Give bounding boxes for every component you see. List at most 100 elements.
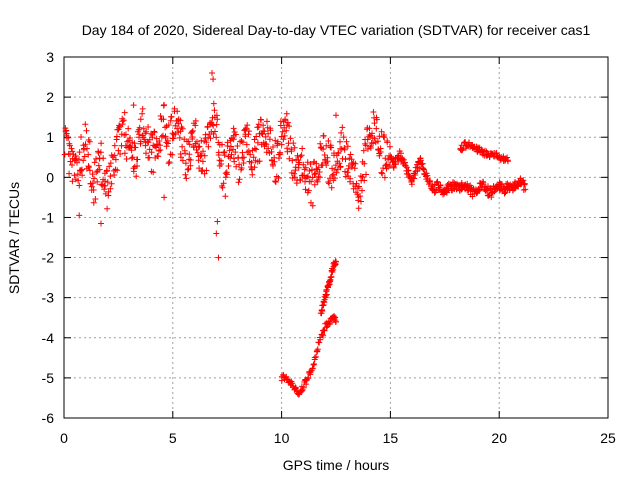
- data-point: [166, 159, 173, 165]
- data-point: [332, 162, 339, 169]
- data-point: [360, 147, 367, 154]
- data-point: [97, 149, 104, 156]
- data-point: [284, 119, 291, 126]
- data-point: [61, 151, 68, 158]
- data-point: [196, 165, 203, 172]
- data-point: [378, 128, 385, 135]
- data-point: [289, 380, 296, 387]
- data-point: [156, 138, 163, 144]
- data-point: [307, 161, 314, 167]
- data-point: [125, 125, 132, 132]
- data-point: [288, 148, 295, 155]
- data-point: [182, 171, 189, 178]
- y-tick-label: -3: [42, 290, 55, 306]
- data-point: [338, 146, 345, 152]
- data-point: [203, 139, 210, 146]
- data-point: [501, 190, 508, 197]
- data-point: [303, 381, 310, 388]
- data-point: [253, 133, 260, 140]
- data-point: [328, 273, 335, 280]
- data-point: [323, 162, 330, 169]
- data-point: [291, 144, 298, 151]
- data-point: [155, 147, 162, 154]
- data-point: [275, 175, 282, 181]
- data-point: [264, 118, 270, 125]
- data-point: [399, 155, 406, 162]
- y-tick-label: -6: [42, 410, 55, 426]
- data-point: [98, 140, 105, 147]
- data-point: [258, 116, 264, 123]
- data-point: [330, 171, 337, 178]
- data-point: [80, 146, 87, 153]
- data-point: [370, 140, 377, 147]
- data-point: [309, 202, 316, 209]
- data-point: [145, 139, 152, 146]
- data-point: [336, 160, 343, 167]
- data-point: [314, 346, 321, 353]
- data-point: [104, 205, 111, 212]
- data-point: [219, 184, 226, 191]
- data-point: [244, 122, 251, 129]
- data-point: [440, 191, 446, 198]
- data-point: [356, 183, 362, 190]
- data-point: [296, 159, 303, 166]
- data-point: [309, 174, 316, 181]
- data-point: [134, 156, 141, 163]
- data-point: [137, 116, 144, 123]
- data-point: [236, 176, 243, 183]
- data-point: [168, 113, 175, 120]
- data-point: [123, 156, 130, 162]
- data-point: [75, 177, 82, 184]
- data-point: [161, 101, 168, 108]
- data-point: [316, 339, 323, 346]
- data-point: [437, 182, 444, 189]
- data-point: [522, 186, 529, 193]
- data-point: [249, 171, 256, 178]
- data-point: [235, 179, 242, 186]
- data-point: [161, 194, 168, 201]
- data-point: [76, 149, 83, 156]
- data-point: [361, 160, 368, 167]
- data-point: [187, 162, 194, 169]
- data-point: [113, 133, 120, 140]
- data-point: [362, 142, 369, 149]
- data-point: [119, 121, 126, 128]
- data-point: [103, 168, 110, 175]
- data-point: [210, 76, 217, 83]
- data-point: [139, 105, 146, 112]
- data-point: [130, 102, 137, 109]
- data-point: [121, 109, 128, 116]
- data-point: [333, 318, 339, 325]
- data-point: [347, 175, 354, 182]
- data-point: [265, 145, 272, 152]
- data-point: [69, 178, 76, 185]
- data-point: [255, 121, 262, 128]
- x-tick-label: 15: [383, 430, 399, 446]
- data-point: [240, 154, 247, 161]
- data-point: [132, 144, 139, 151]
- y-tick-label: 0: [46, 169, 54, 185]
- data-point: [326, 180, 332, 187]
- data-point: [341, 146, 348, 153]
- data-point: [370, 109, 377, 115]
- data-point: [194, 149, 201, 156]
- data-point: [321, 327, 328, 334]
- data-point: [265, 130, 272, 137]
- data-point: [248, 159, 255, 166]
- data-point: [230, 125, 237, 132]
- data-point: [245, 148, 252, 155]
- data-point: [278, 141, 285, 148]
- data-point: [377, 145, 384, 152]
- data-point: [337, 138, 343, 145]
- data-point: [216, 157, 223, 164]
- data-point: [328, 184, 335, 191]
- data-point: [276, 155, 282, 162]
- data-point: [337, 163, 344, 170]
- data-point: [165, 122, 172, 128]
- data-point: [213, 230, 220, 237]
- data-point: [289, 157, 296, 164]
- data-point: [84, 145, 90, 152]
- data-point: [201, 152, 208, 159]
- data-point: [232, 131, 239, 138]
- data-point: [142, 142, 149, 149]
